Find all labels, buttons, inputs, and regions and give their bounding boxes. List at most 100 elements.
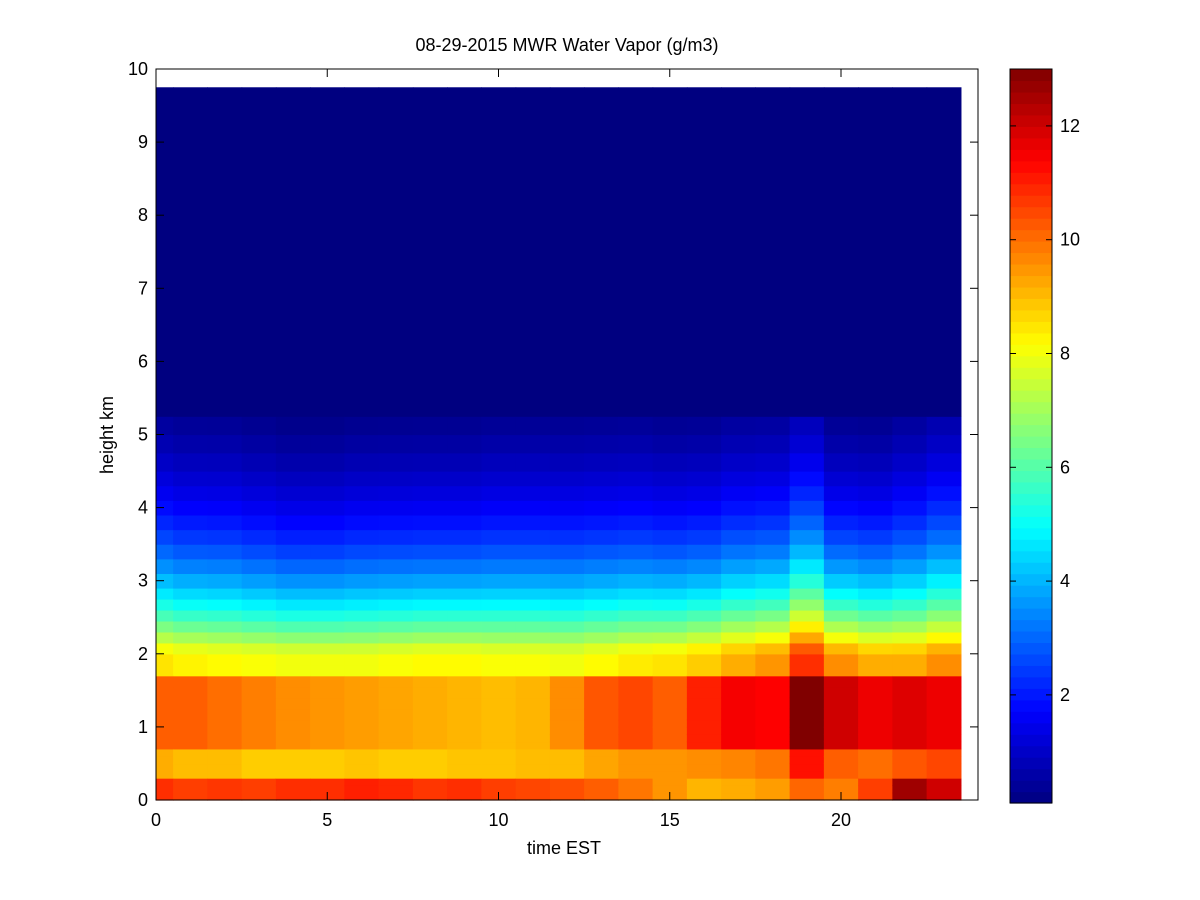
- heatmap-cell: [549, 763, 585, 772]
- heatmap-cell: [156, 664, 174, 677]
- heatmap-cell: [378, 726, 414, 735]
- heatmap-cell: [481, 642, 517, 655]
- heatmap-cell: [618, 642, 654, 655]
- y-tick-label: 7: [138, 278, 148, 298]
- heatmap-cell: [892, 686, 928, 699]
- heatmap-cell: [173, 631, 208, 644]
- heatmap-cell: [652, 675, 688, 688]
- heatmap: [156, 87, 962, 801]
- heatmap-cell: [156, 719, 174, 728]
- heatmap-cell: [686, 726, 722, 735]
- heatmap-cell: [241, 686, 277, 699]
- heatmap-cell: [652, 778, 688, 786]
- heatmap-cell: [618, 514, 654, 531]
- heatmap-cell: [310, 500, 345, 516]
- heatmap-cell: [344, 588, 380, 600]
- heatmap-cell: [378, 471, 414, 487]
- heatmap-cell: [618, 708, 654, 721]
- heatmap-cell: [618, 697, 654, 710]
- colorbar-segment: [1010, 791, 1052, 804]
- heatmap-cell: [207, 756, 243, 765]
- colorbar-segment: [1010, 596, 1052, 609]
- heatmap-cell: [584, 708, 619, 721]
- heatmap-cell: [755, 785, 791, 794]
- heatmap-cell: [515, 756, 551, 765]
- heatmap-cell: [344, 763, 380, 772]
- heatmap-cell: [686, 642, 722, 655]
- heatmap-cell: [378, 697, 414, 710]
- colorbar-segment: [1010, 711, 1052, 724]
- colorbar-segment: [1010, 309, 1052, 322]
- heatmap-cell: [823, 734, 859, 743]
- heatmap-cell: [344, 686, 380, 699]
- heatmap-cell: [549, 573, 585, 589]
- heatmap-cell: [892, 778, 928, 786]
- colorbar-segment: [1010, 676, 1052, 689]
- colorbar-segment: [1010, 447, 1052, 460]
- heatmap-cell: [173, 675, 208, 688]
- heatmap-cell: [207, 452, 243, 472]
- heatmap-cell: [823, 529, 859, 545]
- colorbar-segment: [1010, 665, 1052, 678]
- heatmap-cell: [241, 588, 277, 600]
- heatmap-cell: [481, 598, 517, 611]
- heatmap-cell: [515, 588, 551, 600]
- heatmap-cell: [344, 609, 380, 622]
- heatmap-cell: [378, 675, 414, 688]
- heatmap-cell: [156, 485, 174, 501]
- colorbar-tick-label: 10: [1060, 230, 1080, 250]
- heatmap-cell: [378, 741, 414, 750]
- heatmap-cell: [858, 686, 893, 699]
- heatmap-cell: [310, 675, 345, 688]
- heatmap-cell: [892, 620, 928, 633]
- heatmap-cell: [378, 558, 414, 574]
- heatmap-cell: [156, 434, 174, 454]
- heatmap-cell: [447, 653, 482, 666]
- colorbar-segment: [1010, 286, 1052, 299]
- heatmap-cell: [173, 609, 208, 622]
- heatmap-cell: [823, 434, 859, 454]
- heatmap-cell: [858, 734, 893, 743]
- y-tick-label: 5: [138, 425, 148, 445]
- colorbar-segment: [1010, 504, 1052, 517]
- heatmap-cell: [275, 485, 311, 501]
- heatmap-cell: [549, 598, 585, 611]
- heatmap-cell: [686, 609, 722, 622]
- heatmap-cell: [652, 741, 688, 750]
- heatmap-cell: [447, 778, 482, 786]
- heatmap-cell: [549, 756, 585, 765]
- heatmap-cell: [858, 778, 893, 786]
- colorbar-segment: [1010, 619, 1052, 632]
- heatmap-cell: [549, 500, 585, 516]
- heatmap-cell: [241, 598, 277, 611]
- heatmap-cell: [412, 785, 448, 794]
- heatmap-cell: [344, 675, 380, 688]
- heatmap-cell: [584, 756, 619, 765]
- heatmap-cell: [721, 588, 756, 600]
- heatmap-cell: [412, 87, 448, 417]
- heatmap-cell: [755, 434, 791, 454]
- heatmap-cell: [378, 763, 414, 772]
- heatmap-cell: [858, 598, 893, 611]
- heatmap-cell: [207, 558, 243, 574]
- heatmap-cell: [618, 529, 654, 545]
- heatmap-cell: [858, 653, 893, 666]
- heatmap-cell: [755, 708, 791, 721]
- heatmap-cell: [515, 500, 551, 516]
- heatmap-cell: [241, 778, 277, 786]
- heatmap-cell: [755, 588, 791, 600]
- colorbar-segment: [1010, 745, 1052, 758]
- heatmap-cell: [412, 544, 448, 560]
- y-tick-label: 6: [138, 351, 148, 371]
- heatmap-cell: [310, 770, 345, 779]
- heatmap-cell: [755, 452, 791, 472]
- heatmap-cell: [156, 708, 174, 721]
- heatmap-cell: [789, 620, 825, 633]
- colorbar-segment: [1010, 275, 1052, 288]
- heatmap-cell: [515, 471, 551, 487]
- colorbar-segment: [1010, 160, 1052, 173]
- heatmap-cell: [652, 87, 688, 417]
- heatmap-cell: [241, 792, 277, 801]
- colorbar-segment: [1010, 527, 1052, 540]
- heatmap-cell: [652, 785, 688, 794]
